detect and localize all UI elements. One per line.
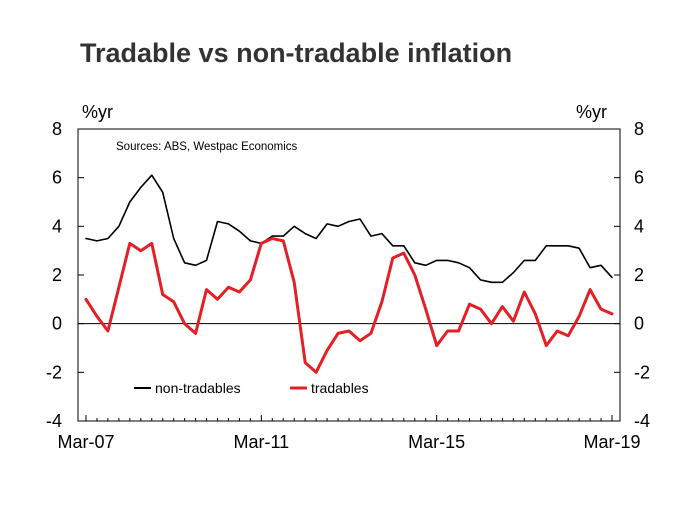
y-left-tick-label: 6	[52, 168, 62, 188]
y-right-tick-label: 8	[634, 119, 644, 139]
legend-label-tradables: tradables	[311, 380, 369, 396]
y-left-tick-label: 0	[52, 314, 62, 334]
y-left-tick-label: 8	[52, 119, 62, 139]
legend-label-non-tradables: non-tradables	[155, 380, 241, 396]
y-unit-left: %yr	[82, 102, 113, 122]
y-right-tick-label: -4	[634, 411, 650, 431]
y-left-tick-label: -4	[46, 411, 62, 431]
chart-title: Tradable vs non-tradable inflation	[80, 38, 513, 68]
x-tick-label: Mar-19	[583, 432, 640, 452]
y-left-tick-label: -2	[46, 362, 62, 382]
y-right-tick-label: 4	[634, 216, 644, 236]
y-right-tick-label: 0	[634, 314, 644, 334]
series-line-tradables	[84, 237, 614, 374]
y-right-tick-label: -2	[634, 362, 650, 382]
y-left-tick-label: 4	[52, 216, 62, 236]
legend: non-tradables tradables	[134, 380, 369, 396]
y-right-tick-label: 6	[634, 168, 644, 188]
y-unit-right: %yr	[576, 102, 607, 122]
x-tick-label: Mar-07	[57, 432, 114, 452]
y-left-tick-label: 2	[52, 265, 62, 285]
x-tick-label: Mar-15	[408, 432, 465, 452]
source-note: Sources: ABS, Westpac Economics	[116, 141, 298, 153]
y-right-tick-label: 2	[634, 265, 644, 285]
series-line-non-tradables	[85, 174, 613, 284]
x-tick-label: Mar-11	[233, 432, 289, 452]
